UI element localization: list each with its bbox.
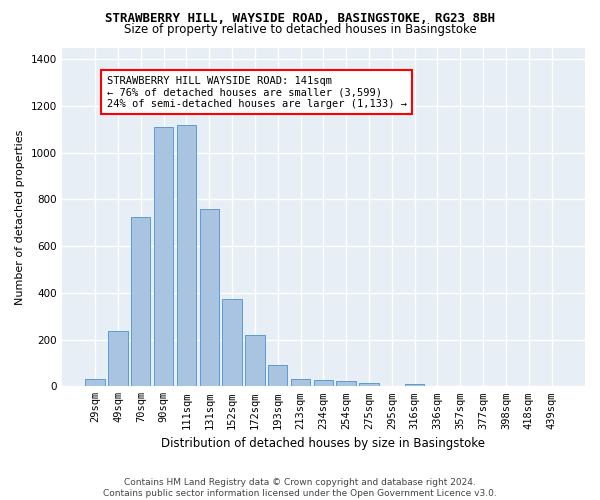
- Bar: [177, 124, 196, 386]
- Bar: [85, 380, 105, 386]
- X-axis label: Distribution of detached houses by size in Basingstoke: Distribution of detached houses by size …: [161, 437, 485, 450]
- Bar: [108, 332, 128, 386]
- Bar: [268, 366, 287, 386]
- Bar: [131, 217, 151, 386]
- Bar: [245, 335, 265, 386]
- Bar: [223, 298, 242, 386]
- Bar: [405, 384, 424, 386]
- Text: Contains HM Land Registry data © Crown copyright and database right 2024.
Contai: Contains HM Land Registry data © Crown c…: [103, 478, 497, 498]
- Bar: [200, 208, 219, 386]
- Bar: [337, 381, 356, 386]
- Text: STRAWBERRY HILL WAYSIDE ROAD: 141sqm
← 76% of detached houses are smaller (3,599: STRAWBERRY HILL WAYSIDE ROAD: 141sqm ← 7…: [107, 76, 407, 108]
- Bar: [359, 383, 379, 386]
- Bar: [154, 127, 173, 386]
- Bar: [314, 380, 333, 386]
- Text: Size of property relative to detached houses in Basingstoke: Size of property relative to detached ho…: [124, 22, 476, 36]
- Text: STRAWBERRY HILL, WAYSIDE ROAD, BASINGSTOKE, RG23 8BH: STRAWBERRY HILL, WAYSIDE ROAD, BASINGSTO…: [105, 12, 495, 26]
- Title: Size of property relative to detached houses in Basingstoke: Size of property relative to detached ho…: [0, 499, 1, 500]
- Bar: [291, 380, 310, 386]
- Y-axis label: Number of detached properties: Number of detached properties: [15, 129, 25, 304]
